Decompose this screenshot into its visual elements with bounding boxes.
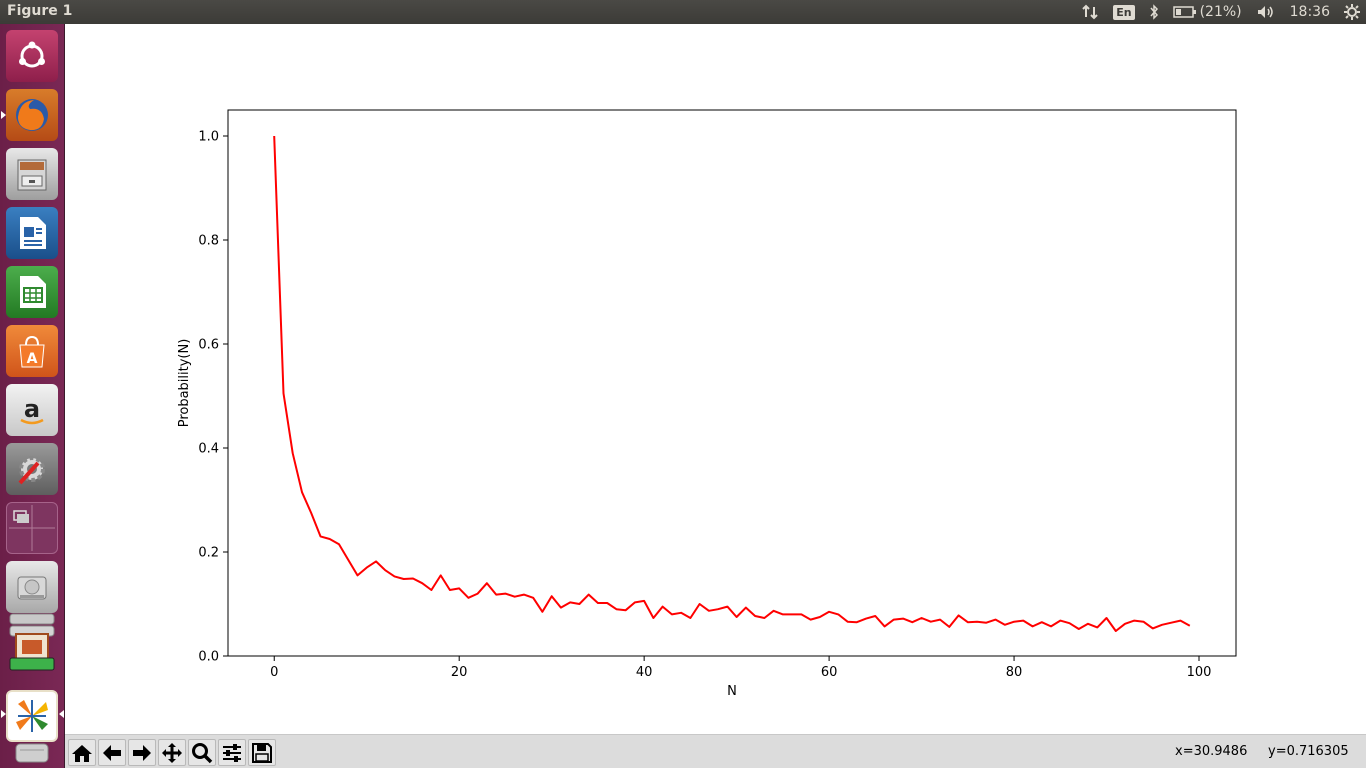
files-icon (17, 159, 47, 191)
forward-button[interactable] (128, 739, 156, 766)
workspace-switcher-icon (9, 505, 55, 551)
pan-button[interactable] (158, 739, 186, 766)
save-button[interactable] (248, 739, 276, 766)
x-tick-label: 0 (270, 665, 278, 680)
cursor-x-readout: x=30.9486 (1175, 744, 1248, 759)
svg-text:a: a (24, 395, 40, 423)
y-tick-label: 1.0 (198, 130, 219, 145)
libreoffice-writer-icon (20, 217, 46, 249)
series-group (273, 135, 1191, 632)
battery-indicator[interactable]: (21%) (1172, 4, 1242, 20)
files-button[interactable] (6, 148, 58, 200)
y-tick-label: 0.8 (198, 234, 219, 249)
save-icon (252, 742, 272, 763)
amazon-button[interactable]: a (6, 384, 58, 436)
network-icon[interactable] (1081, 4, 1099, 20)
zoom-icon (192, 742, 213, 763)
window-title: Figure 1 (7, 3, 73, 19)
libreoffice-calc-icon (20, 276, 46, 308)
bluetooth-icon[interactable] (1149, 4, 1159, 20)
trash-button[interactable] (6, 738, 58, 766)
stacked-apps-icon (9, 613, 55, 671)
series-line (273, 135, 1191, 632)
indicator-area: En (21%) 18:36 (1081, 0, 1366, 24)
trash-icon (15, 743, 49, 763)
configure-subplots-button[interactable] (218, 739, 246, 766)
disk-drive-icon (17, 576, 47, 600)
y-tick-label: 0.4 (198, 442, 219, 457)
firefox-button[interactable] (6, 89, 58, 141)
firefox-icon (16, 99, 48, 131)
workspace-switcher-button[interactable] (6, 502, 58, 554)
ubuntu-dash-icon (19, 41, 45, 68)
top-panel: Figure 1 En (21%) 18:36 (0, 0, 1366, 24)
python-figure-button[interactable] (6, 690, 58, 742)
calc-button[interactable] (6, 266, 58, 318)
clock[interactable]: 18:36 (1289, 4, 1330, 20)
back-button[interactable] (98, 739, 126, 766)
y-tick-label: 0.2 (198, 546, 219, 561)
y-tick-label: 0.6 (198, 338, 219, 353)
system-settings-icon (18, 456, 45, 485)
ubuntu-dash-button[interactable] (6, 30, 58, 82)
session-gear-icon[interactable] (1344, 4, 1360, 20)
x-axis-label: N (727, 684, 737, 699)
keyboard-layout-label: En (1113, 4, 1135, 20)
navigation-toolbar: x=30.9486 y=0.716305 (65, 734, 1366, 768)
battery-percentage: (21%) (1199, 4, 1242, 20)
x-tick-label: 20 (451, 665, 468, 680)
python-figure-icon (16, 700, 48, 732)
line-chart[interactable]: 0.0 0.2 0.4 0.6 0.8 1.0 0 20 40 60 80 100 N Probab… (65, 24, 1366, 734)
battery-icon (1172, 6, 1196, 18)
x-tick-label: 40 (636, 665, 653, 680)
launcher: A a (0, 24, 65, 768)
zoom-button[interactable] (188, 739, 216, 766)
back-icon (103, 744, 121, 761)
writer-button[interactable] (6, 207, 58, 259)
keyboard-layout-indicator[interactable]: En (1113, 4, 1135, 20)
y-tick-label: 0.0 (198, 650, 219, 665)
software-center-button[interactable]: A (6, 325, 58, 377)
cursor-y-readout: y=0.716305 (1268, 744, 1349, 759)
x-tick-label: 100 (1187, 665, 1212, 680)
system-settings-button[interactable] (6, 443, 58, 495)
y-axis-label: Probability(N) (177, 339, 192, 428)
x-tick-label: 60 (821, 665, 838, 680)
amazon-icon: a (20, 395, 44, 425)
pan-icon (162, 742, 182, 763)
svg-text:A: A (27, 351, 38, 367)
forward-icon (133, 744, 151, 761)
x-tick-label: 80 (1006, 665, 1023, 680)
volume-icon[interactable] (1256, 4, 1276, 20)
home-button[interactable] (68, 739, 96, 766)
home-icon (72, 744, 92, 762)
x-axis: 0 20 40 60 80 100 (270, 656, 1211, 680)
stacked-apps-button[interactable] (6, 612, 58, 672)
software-center-icon: A (19, 335, 45, 368)
figure-canvas[interactable]: 0.0 0.2 0.4 0.6 0.8 1.0 0 20 40 60 80 100 N Probab… (65, 24, 1366, 734)
y-axis: 0.0 0.2 0.4 0.6 0.8 1.0 (198, 130, 228, 665)
plot-area (227, 109, 1237, 657)
disk-drive-button[interactable] (6, 561, 58, 613)
configure-subplots-icon (223, 743, 241, 762)
